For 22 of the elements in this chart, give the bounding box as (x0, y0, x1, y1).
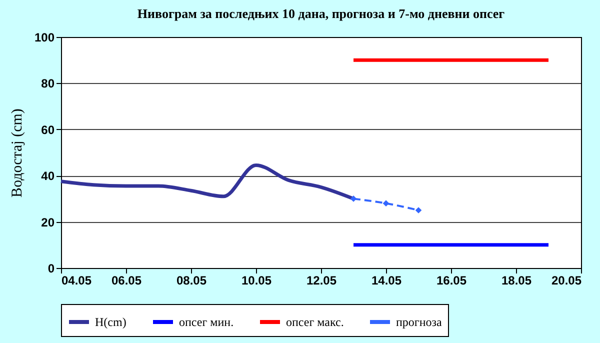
y-tick-label: 20 (41, 215, 55, 230)
legend-label: прогноза (396, 315, 443, 329)
x-tick-label: 16.05 (436, 274, 467, 288)
x-tick-label: 20.05 (551, 274, 582, 288)
x-tick-label: 12.05 (306, 274, 337, 288)
x-tick-label: 06.05 (111, 274, 142, 288)
x-tick-label: 10.05 (241, 274, 272, 288)
x-tick-label: 04.05 (62, 274, 92, 288)
y-tick-label: 100 (34, 30, 55, 44)
x-tick-label: 14.05 (371, 274, 402, 288)
legend-label: H(cm) (95, 315, 126, 329)
y-tick-label: 40 (41, 169, 55, 184)
y-tick-label: 80 (41, 76, 55, 91)
chart-title: Нивограм за последњих 10 дана, прогноза и 7-мо дневни опсег (137, 6, 505, 21)
legend-label: опсег мин. (179, 315, 234, 329)
line-series (59, 163, 356, 200)
x-tick-label: 18.05 (501, 274, 532, 288)
y-axis-title: Водостај (cm) (9, 108, 26, 198)
x-tick-label: 08.05 (176, 274, 207, 288)
legend-label: опсег макс. (286, 315, 344, 329)
y-tick-label: 0 (48, 262, 55, 276)
y-tick-label: 60 (41, 122, 55, 137)
